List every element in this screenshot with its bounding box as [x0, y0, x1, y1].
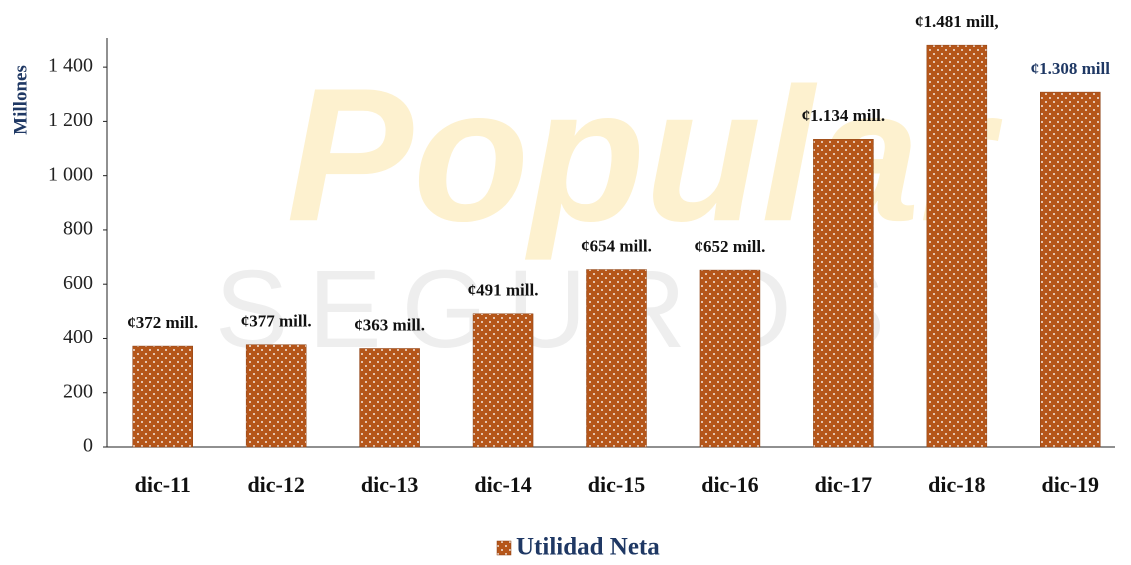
y-axis-label: Millones [10, 65, 31, 135]
data-label: ¢654 mill. [581, 236, 652, 255]
bar [359, 348, 420, 448]
x-tick-label: dic-14 [474, 472, 531, 497]
y-tick-label: 200 [63, 380, 93, 402]
bar [245, 344, 307, 448]
x-tick-label: dic-13 [361, 472, 418, 497]
y-tick-label: 0 [83, 435, 93, 457]
data-label: ¢372 mill. [127, 313, 198, 332]
y-tick-label: 800 [63, 218, 93, 240]
watermark: SEGUROS [215, 248, 905, 371]
data-label: ¢1.481 mill, [915, 12, 999, 31]
y-tick-label: 1 400 [48, 55, 93, 77]
bar [926, 44, 988, 448]
x-tick-label: dic-16 [701, 472, 758, 497]
bar [586, 269, 647, 448]
x-tick-label: dic-12 [247, 472, 304, 497]
watermark: Popular [286, 49, 1002, 261]
data-label: ¢652 mill. [695, 237, 766, 256]
x-tick-label: dic-19 [1042, 472, 1099, 497]
legend-label: Utilidad Neta [516, 534, 660, 561]
bar [472, 313, 534, 448]
y-tick-label: 1 000 [48, 163, 93, 185]
x-tick-label: dic-11 [135, 472, 191, 497]
legend-swatch [496, 540, 512, 556]
x-tick-label: dic-15 [588, 472, 645, 497]
y-tick-label: 600 [63, 272, 93, 294]
bar [699, 269, 761, 448]
data-label: ¢1.308 mill [1031, 59, 1111, 78]
bar [1040, 91, 1101, 448]
bar [813, 139, 874, 448]
data-label: ¢491 mill. [468, 281, 539, 300]
data-label: ¢1.134 mill. [802, 106, 886, 125]
x-tick-label: dic-18 [928, 472, 985, 497]
y-tick-label: 400 [63, 326, 93, 348]
y-tick-label: 1 200 [48, 109, 93, 131]
x-tick-label: dic-17 [815, 472, 872, 497]
data-label: ¢363 mill. [354, 315, 425, 334]
bar [132, 345, 193, 448]
data-label: ¢377 mill. [241, 312, 312, 331]
